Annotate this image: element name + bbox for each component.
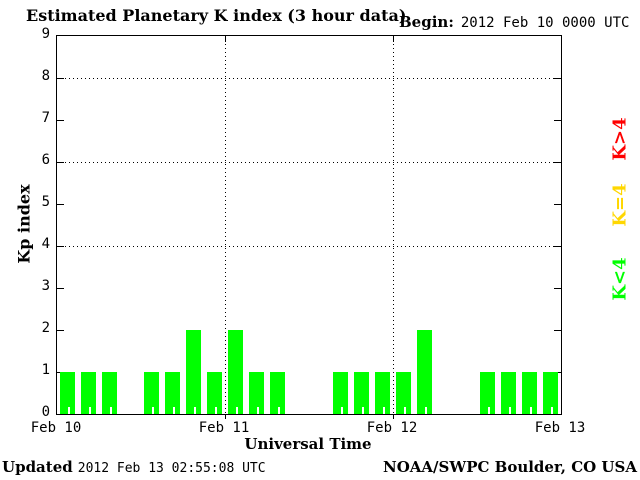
kp-bar — [417, 330, 432, 414]
top-axis-tick — [393, 36, 394, 42]
minor-hour-tick — [404, 407, 406, 414]
kp-bar — [249, 372, 264, 414]
y-tick-label-2: 2 — [41, 320, 50, 336]
x-tick-label-3: Feb 12 — [366, 420, 418, 436]
kp-bar — [480, 372, 495, 414]
y-tick-right-6 — [554, 162, 561, 163]
kp-bar — [144, 372, 159, 414]
minor-hour-tick — [257, 407, 259, 414]
y-tick-right-5 — [554, 204, 561, 205]
begin-value: 2012 Feb 10 0000 UTC — [460, 15, 630, 31]
y-tick-left-4 — [57, 246, 64, 247]
bottom-axis-tick — [225, 414, 226, 419]
credit-text: NOAA/SWPC Boulder, CO USA — [382, 458, 637, 476]
minor-hour-tick — [215, 407, 217, 414]
y-tick-label-8: 8 — [41, 68, 50, 84]
minor-hour-tick — [89, 407, 91, 414]
legend-K4: K=4 — [609, 183, 631, 227]
kp-bar — [81, 372, 96, 414]
begin-label: Begin: — [399, 13, 454, 31]
x-tick-label-4: Feb 13 — [534, 420, 586, 436]
minor-hour-tick — [278, 407, 280, 414]
y-tick-left-5 — [57, 204, 64, 205]
kp-bar — [186, 330, 201, 414]
updated-label: Updated — [2, 458, 73, 476]
y-tick-left-3 — [57, 288, 64, 289]
y-tick-right-2 — [554, 330, 561, 331]
kp-bar — [522, 372, 537, 414]
kp-bar — [165, 372, 180, 414]
minor-hour-tick — [110, 407, 112, 414]
chart-title: Estimated Planetary K index (3 hour data… — [26, 6, 407, 25]
minor-hour-tick — [362, 407, 364, 414]
minor-hour-tick — [341, 407, 343, 414]
kp-bar — [60, 372, 75, 414]
minor-hour-tick — [236, 407, 238, 414]
y-tick-label-7: 7 — [41, 110, 50, 126]
kp-bar — [102, 372, 117, 414]
y-tick-right-4 — [554, 246, 561, 247]
updated-timestamp: 2012 Feb 13 02:55:08 UTC — [77, 461, 266, 476]
updated-row: Updated 2012 Feb 13 02:55:08 UTC — [2, 457, 266, 476]
y-tick-label-6: 6 — [41, 152, 50, 168]
day-boundary-line — [225, 36, 226, 414]
y-tick-left-7 — [57, 120, 64, 121]
kp-bar — [228, 330, 243, 414]
top-axis-tick — [225, 36, 226, 42]
minor-hour-tick — [509, 407, 511, 414]
kp-bar — [375, 372, 390, 414]
kp-bar — [333, 372, 348, 414]
kp-bar — [396, 372, 411, 414]
y-tick-label-1: 1 — [41, 362, 50, 378]
x-tick-label-2: Feb 11 — [198, 420, 250, 436]
legend-K4: K>4 — [609, 117, 631, 161]
kp-bar — [270, 372, 285, 414]
y-tick-label-5: 5 — [41, 194, 50, 210]
x-axis-title: Universal Time — [244, 435, 372, 453]
legend-K4: K<4 — [609, 257, 631, 301]
y-tick-left-6 — [57, 162, 64, 163]
minor-hour-tick — [152, 407, 154, 414]
y-tick-label-4: 4 — [41, 236, 50, 252]
minor-hour-tick — [68, 407, 70, 414]
y-tick-right-7 — [554, 120, 561, 121]
y-tick-label-3: 3 — [41, 278, 50, 294]
minor-hour-tick — [383, 407, 385, 414]
bottom-axis-tick — [393, 414, 394, 419]
minor-hour-tick — [425, 407, 427, 414]
y-tick-left-8 — [57, 78, 64, 79]
minor-hour-tick — [530, 407, 532, 414]
y-tick-right-3 — [554, 288, 561, 289]
minor-hour-tick — [173, 407, 175, 414]
minor-hour-tick — [488, 407, 490, 414]
begin-row: Begin: 2012 Feb 10 0000 UTC — [399, 12, 629, 31]
y-tick-label-0: 0 — [41, 404, 50, 420]
kp-bar — [207, 372, 222, 414]
y-tick-right-8 — [554, 78, 561, 79]
gridline-k8 — [57, 78, 561, 79]
kp-bar — [501, 372, 516, 414]
y-tick-label-9: 9 — [41, 26, 50, 42]
gridline-k6 — [57, 162, 561, 163]
kp-bar — [543, 372, 558, 414]
gridline-k4 — [57, 246, 561, 247]
minor-hour-tick — [194, 407, 196, 414]
minor-hour-tick — [551, 407, 553, 414]
day-boundary-line — [393, 36, 394, 414]
kp-bar — [354, 372, 369, 414]
y-tick-left-2 — [57, 330, 64, 331]
x-tick-label-1: Feb 10 — [30, 420, 82, 436]
plot-area — [56, 35, 562, 419]
